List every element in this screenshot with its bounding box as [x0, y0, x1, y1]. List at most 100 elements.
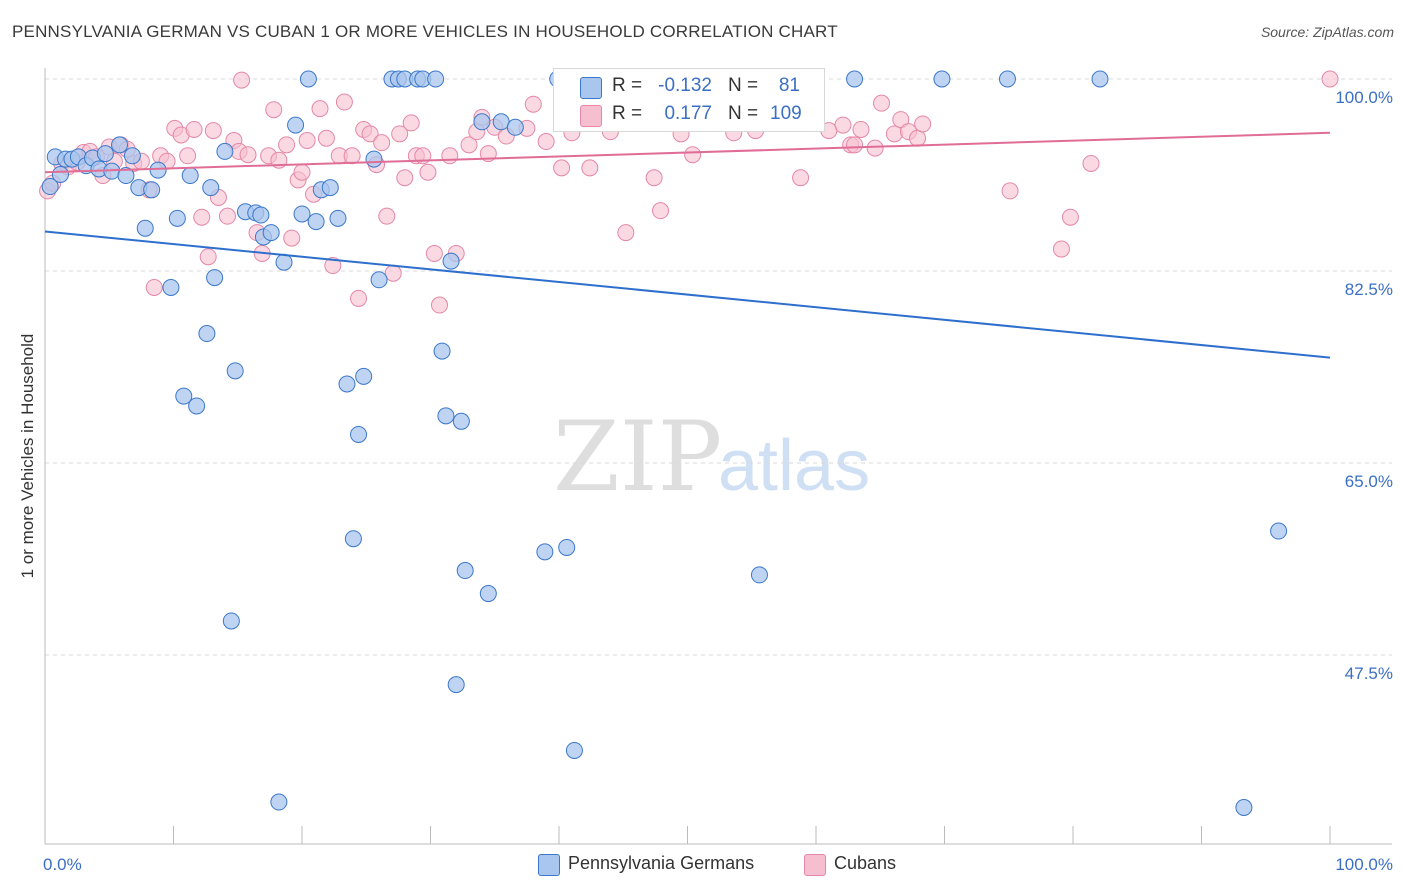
- pennsylvania-germans-point: [473, 113, 491, 131]
- y-tick-label: 82.5%: [1345, 280, 1393, 299]
- cubans-point: [524, 95, 542, 113]
- legend-n-value: 109: [770, 103, 802, 124]
- pennsylvania-germans-point: [442, 252, 460, 270]
- pennsylvania-germans-point: [427, 70, 445, 88]
- pennsylvania-germans-point: [123, 147, 141, 165]
- pennsylvania-germans-point: [355, 367, 373, 385]
- pennsylvania-germans-point: [338, 375, 356, 393]
- cubans-point: [317, 129, 335, 147]
- cubans-point: [298, 131, 316, 149]
- cubans-point: [460, 136, 478, 154]
- pennsylvania-germans-point: [750, 566, 768, 584]
- pennsylvania-germans-point: [275, 253, 293, 271]
- cubans-point: [1052, 240, 1070, 258]
- chart-title: PENNSYLVANIA GERMAN VS CUBAN 1 OR MORE V…: [12, 22, 838, 41]
- cubans-point: [145, 278, 163, 296]
- pennsylvania-germans-point: [206, 269, 224, 287]
- cubans-point: [892, 111, 910, 129]
- y-tick-label: 47.5%: [1345, 664, 1393, 683]
- cubans-point: [430, 296, 448, 314]
- pennsylvania-germans-point: [846, 70, 864, 88]
- legend-swatch-blue: [580, 77, 602, 99]
- cubans-point: [378, 207, 396, 225]
- legend-row-pennsylvania-germans: R = -0.132 N = 81: [554, 73, 824, 101]
- pennsylvania-germans-point: [1235, 799, 1253, 817]
- cubans-point: [873, 94, 891, 112]
- cubans-point: [914, 115, 932, 133]
- pennsylvania-germans-point: [370, 271, 388, 289]
- pennsylvania-germans-point: [198, 325, 216, 343]
- pennsylvania-germans-point: [168, 209, 186, 227]
- pennsylvania-germans-point: [933, 70, 951, 88]
- pennsylvania-germans-point: [452, 412, 470, 430]
- pennsylvania-germans-point: [492, 113, 510, 131]
- cubans-point: [350, 289, 368, 307]
- cubans-point: [233, 71, 251, 89]
- cubans-point: [384, 264, 402, 282]
- bottom-legend-label: Pennsylvania Germans: [568, 853, 755, 873]
- pennsylvania-germans-point: [344, 530, 362, 548]
- cubans-point: [852, 120, 870, 138]
- cubans-point: [402, 114, 420, 132]
- pennsylvania-germans-point: [437, 407, 455, 425]
- legend-n-label: N =: [728, 75, 759, 96]
- pennsylvania-germans-point: [111, 136, 129, 154]
- cubans-trend-line: [44, 131, 1331, 174]
- pennsylvania-germans-point: [998, 70, 1016, 88]
- pennsylvania-germans-point: [117, 167, 135, 185]
- pennsylvania-germans-point: [136, 219, 154, 237]
- pennsylvania-germans-point: [506, 118, 524, 136]
- cubans-point: [684, 146, 702, 164]
- pennsylvania-germans-point: [287, 116, 305, 134]
- cubans-point: [293, 163, 311, 181]
- cubans-point: [311, 100, 329, 118]
- pennsylvania-germans-point: [299, 70, 317, 88]
- pennsylvania-germans-point: [479, 585, 497, 603]
- pennsylvania-germans-point: [96, 145, 114, 163]
- watermark: ZIP atlas: [553, 401, 870, 513]
- cubans-point: [553, 159, 571, 177]
- pennsylvania-germans-point: [447, 676, 465, 694]
- cubans-point: [185, 120, 203, 138]
- pennsylvania-germans-point: [175, 387, 193, 405]
- pennsylvania-germans-point: [307, 213, 325, 231]
- cubans-point: [834, 116, 852, 134]
- pennsylvania-germans-point: [216, 142, 234, 160]
- legend-r-label: R =: [612, 103, 643, 124]
- pennsylvania-germans-point: [252, 206, 270, 224]
- pennsylvania-germans-point: [41, 178, 59, 196]
- cubans-point: [537, 133, 555, 151]
- pennsylvania-germans-point: [270, 793, 288, 811]
- cubans-point: [645, 169, 663, 187]
- cubans-point: [581, 159, 599, 177]
- legend-row-cubans: R = 0.177 N = 109: [554, 101, 824, 129]
- pennsylvania-germans-point: [143, 181, 161, 199]
- pennsylvania-germans-point: [293, 205, 311, 223]
- legend-n-value: 81: [778, 75, 800, 96]
- pennsylvania-germans-trend-line: [44, 230, 1331, 359]
- cubans-point: [617, 224, 635, 242]
- cubans-point: [885, 125, 903, 143]
- pennsylvania-germans-point: [321, 179, 339, 197]
- tick-labels: 100.0% 82.5% 65.0% 47.5% 0.0% 100.0%: [43, 88, 1393, 874]
- cubans-point: [652, 202, 670, 220]
- cubans-point: [1082, 154, 1100, 172]
- cubans-point: [199, 248, 217, 266]
- cubans-point: [343, 147, 361, 165]
- pennsylvania-germans-point: [262, 224, 280, 242]
- legend-n-label: N =: [728, 103, 759, 124]
- x-tick-label: 100.0%: [1335, 855, 1393, 874]
- cubans-point: [909, 129, 927, 147]
- pennsylvania-germans-point: [565, 741, 583, 759]
- pennsylvania-germans-point: [149, 161, 167, 179]
- cubans-point: [265, 101, 283, 119]
- cubans-point: [391, 125, 409, 143]
- pennsylvania-germans-point: [456, 562, 474, 580]
- cubans-point: [441, 147, 459, 165]
- legend-r-value: -0.132: [658, 75, 712, 96]
- legend-r-label: R =: [612, 75, 643, 96]
- cubans-point: [204, 122, 222, 140]
- cubans-point: [179, 147, 197, 165]
- cubans-point: [239, 146, 257, 164]
- cubans-point: [1001, 182, 1019, 200]
